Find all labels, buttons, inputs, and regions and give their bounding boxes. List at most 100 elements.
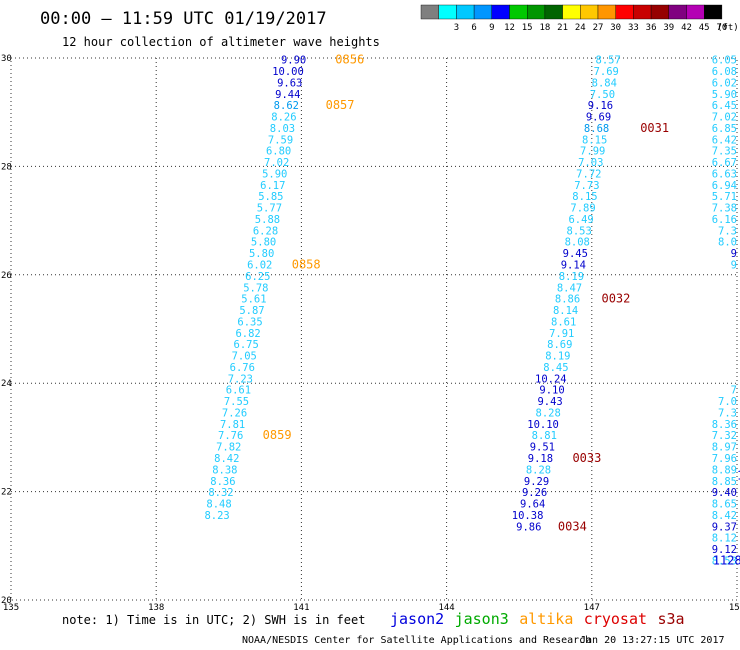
swh-value: 6.80 — [266, 146, 291, 158]
swh-value: 9.26 — [522, 487, 547, 499]
swh-value: 6.25 — [245, 271, 270, 283]
pass-time-label: 11 — [737, 468, 740, 482]
swh-value: 8.45 — [543, 362, 568, 374]
swh-value: 10.10 — [527, 419, 559, 431]
y-tick-label: 30 — [1, 54, 12, 64]
swh-value: 7.3 — [718, 225, 737, 237]
swh-value: 7.02 — [264, 157, 289, 169]
swh-value: 5.71 — [712, 191, 737, 203]
colorbar-label: 24 — [575, 23, 586, 33]
pass-time-label: 0031 — [640, 121, 669, 135]
colorbar-label: 42 — [681, 23, 692, 33]
swh-value: 7 — [731, 385, 737, 397]
swh-value: 6.67 — [712, 157, 737, 169]
colorbar-label: 21 — [557, 23, 568, 33]
swh-value: 5.88 — [255, 214, 280, 226]
swh-value: 8.14 — [553, 305, 578, 317]
credit-text: NOAA/NESDIS Center for Satellite Applica… — [242, 635, 591, 646]
swh-value: 9.69 — [586, 112, 611, 124]
swh-value: 7.50 — [590, 89, 615, 101]
x-tick-label: 138 — [148, 603, 164, 613]
swh-value: 9 — [731, 248, 737, 260]
swh-value: 9.40 — [712, 487, 737, 499]
swh-value: 7.69 — [594, 66, 619, 78]
swh-value: 8.89 — [712, 464, 737, 476]
swh-value: 6.61 — [226, 385, 251, 397]
swh-value: 7.05 — [232, 351, 257, 363]
swh-value: 8.84 — [592, 77, 617, 89]
swh-value: 8.03 — [270, 123, 295, 135]
swh-value: 5.90 — [712, 89, 737, 101]
colorbar-bin — [527, 4, 546, 20]
swh-value: 6.02 — [712, 77, 737, 89]
swh-value: 9.51 — [530, 442, 555, 454]
swh-value: 8.47 — [557, 282, 582, 294]
x-tick-label: 144 — [438, 603, 454, 613]
swh-value: 6.08 — [712, 66, 737, 78]
pass-time-label: 0034 — [558, 519, 587, 533]
swh-value: 9.43 — [537, 396, 562, 408]
swh-value: 7.03 — [578, 157, 603, 169]
track-147: 8.577.698.847.509.169.698.688.157.997.03… — [512, 55, 621, 534]
swh-value: 5.77 — [257, 203, 282, 215]
swh-value: 9.16 — [588, 100, 613, 112]
pass-time-label: 1128 — [713, 553, 740, 567]
swh-value: 8.19 — [559, 271, 584, 283]
chart-title: 00:00 – 11:59 UTC 01/19/2017 — [40, 9, 327, 29]
swh-value: 8.48 — [206, 499, 231, 511]
swh-value: 8.36 — [712, 419, 737, 431]
swh-value: 6.82 — [235, 328, 260, 340]
swh-value: 7.35 — [712, 146, 737, 158]
swh-value: 8.19 — [545, 351, 570, 363]
colorbar-label: 3 — [454, 23, 459, 33]
swh-value: 7.76 — [218, 430, 243, 442]
swh-value: 9.64 — [520, 499, 545, 511]
satellite-legend-item: cryosat — [584, 610, 647, 628]
y-tick-label: 24 — [1, 379, 12, 389]
colorbar-bin — [597, 4, 616, 20]
swh-value: 7.99 — [580, 146, 605, 158]
units-note: note: 1) Time is in UTC; 2) SWH is in fe… — [62, 613, 365, 627]
swh-value: 7.26 — [222, 407, 247, 419]
colorbar-bin — [509, 4, 528, 20]
swh-value: 8.62 — [274, 100, 299, 112]
colorbar-bin — [420, 4, 439, 20]
swh-value: 6.42 — [712, 134, 737, 146]
swh-value: 7.59 — [268, 134, 293, 146]
colorbar-label: 30 — [610, 23, 621, 33]
swh-value: 6.94 — [712, 180, 737, 192]
colorbar-bin — [686, 4, 705, 20]
swh-value: 8.85 — [712, 476, 737, 488]
swh-value: 7.0 — [718, 396, 737, 408]
swh-value: 9.29 — [524, 476, 549, 488]
y-tick-label: 26 — [1, 271, 12, 281]
swh-value: 5.78 — [243, 282, 268, 294]
swh-value: 8.38 — [212, 464, 237, 476]
swh-value: 7.23 — [228, 373, 253, 385]
swh-value: 8.08 — [565, 237, 590, 249]
swh-value: 8.86 — [555, 294, 580, 306]
pass-time-label: 0858 — [292, 258, 321, 272]
swh-value: 9.90 — [281, 55, 306, 67]
swh-value: 6.16 — [712, 214, 737, 226]
plot-content: 9.9010.009.639.448.628.268.037.596.807.0… — [204, 53, 740, 568]
track-141: 9.9010.009.639.448.628.268.037.596.807.0… — [204, 55, 306, 522]
swh-value: 7.96 — [712, 453, 737, 465]
swh-value: 8.53 — [712, 555, 737, 567]
colorbar-label: 70 — [716, 23, 727, 33]
swh-value: 9.14 — [561, 260, 586, 272]
pass-time-label: 0857 — [326, 98, 355, 112]
swh-value: 8.32 — [208, 487, 233, 499]
colorbar-label: 45 — [699, 23, 710, 33]
swh-value: 8.0 — [718, 237, 737, 249]
swh-value: 8.28 — [526, 464, 551, 476]
colorbar-legend: 3 6 9 12 15 18 21 24 27 30 33 36 39 42 45 70(ft) — [420, 4, 739, 33]
swh-value: 8.42 — [712, 510, 737, 522]
colorbar-label: 18 — [539, 23, 550, 33]
track-150-bottom: 77.07.38.367.328.977.968.898.859.408.658… — [712, 385, 737, 568]
generated-timestamp: Jan 20 13:27:15 UTC 2017 — [580, 635, 725, 646]
swh-value: 6.17 — [260, 180, 285, 192]
colorbar-label: 33 — [628, 23, 639, 33]
colorbar-label: 36 — [646, 23, 657, 33]
satellite-legend-item: jason3 — [455, 610, 509, 628]
